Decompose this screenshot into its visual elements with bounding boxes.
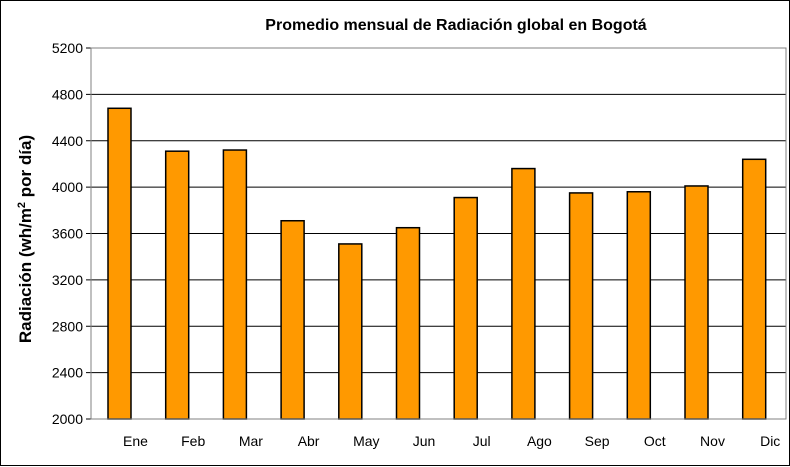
plot-area-border (90, 47, 787, 420)
x-tick-label: Oct (644, 433, 666, 449)
x-tick-label: Nov (700, 433, 725, 449)
bar-mar (222, 149, 248, 420)
x-tick-label: May (353, 433, 379, 449)
y-axis-label: Radiación (wh/m2 por día) (16, 135, 35, 343)
bar-ene (107, 107, 132, 420)
x-tick-label: Jun (413, 433, 436, 449)
x-tick-label: Dic (760, 433, 780, 449)
x-tick-label: Ene (123, 433, 148, 449)
bar-ago (511, 167, 536, 420)
y-tick-label: 3200 (52, 272, 83, 288)
x-tick-label: Feb (181, 433, 205, 449)
x-tick-label: Ago (527, 433, 552, 449)
bar-nov (684, 185, 709, 420)
y-tick-label: 2800 (52, 318, 83, 334)
y-tick-label: 4000 (52, 179, 83, 195)
y-tick-label: 3600 (52, 226, 83, 242)
y-tick-label: 2000 (52, 411, 83, 427)
x-tick-label: Mar (239, 433, 263, 449)
bar-jul (453, 196, 478, 420)
bar-jun (395, 226, 421, 420)
y-axis-ticks: 2000 2400 2800 3200 3600 4000 4400 4800 5200 (52, 40, 91, 427)
bar-oct (626, 191, 652, 420)
y-tick-label: 5200 (52, 40, 83, 56)
chart-title: Promedio mensual de Radiación global en … (265, 17, 646, 34)
bar-feb (164, 150, 190, 420)
y-tick-label: 2400 (52, 365, 83, 381)
x-axis-ticks: Ene Feb Mar Abr May Jun Jul Ago Sep Oct Nov Dic (123, 433, 780, 449)
gridlines (91, 47, 786, 420)
y-tick-label: 4800 (52, 86, 83, 102)
y-tick-label: 4400 (52, 133, 83, 149)
bar-sep (568, 192, 594, 420)
x-tick-label: Abr (298, 433, 320, 449)
bar-may (338, 243, 363, 420)
x-tick-label: Jul (473, 433, 491, 449)
bar-abr (280, 219, 305, 420)
bar-dic (741, 158, 767, 420)
x-tick-label: Sep (585, 433, 610, 449)
